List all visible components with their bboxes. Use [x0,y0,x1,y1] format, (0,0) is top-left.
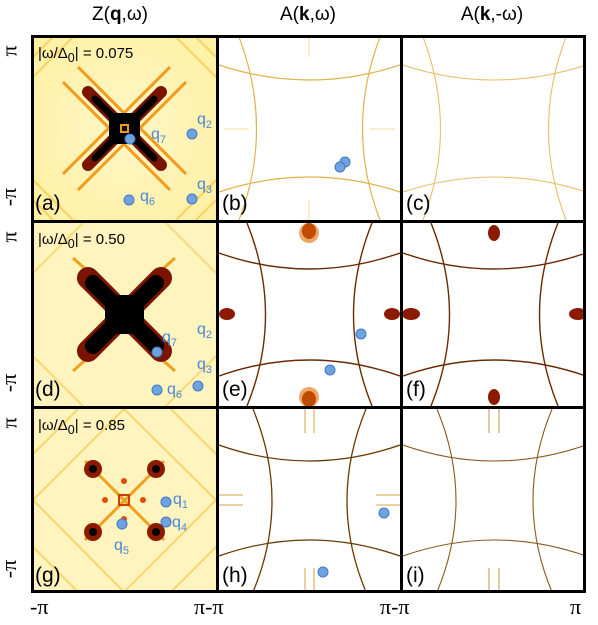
panel-d-z-map [33,223,216,406]
axis-negpi-row2: -π [0,373,22,393]
omega-label-row3: |ω/Δ0| = 0.85 [38,417,125,437]
q-label-d-q6: q6 [167,381,183,402]
panel-f-spectral [403,223,586,406]
divider-h1 [31,220,586,223]
axis-bottom-mid1: π-π [194,594,224,619]
panel-label-a: (a) [35,192,61,215]
q-dot-d-q3 [192,380,204,392]
q-dot-a-q6 [123,194,135,206]
axis-negpi-row1: -π [0,187,22,207]
divider-v1 [216,35,219,593]
panel-label-g: (g) [35,564,61,587]
k-dot-e-2 [324,364,336,376]
axis-pi-row2: π [0,231,23,242]
k-dot-h-1 [378,507,390,519]
column-title-a-minus: A(k,-ω) [460,4,524,25]
q-label-d-q2: q2 [197,321,213,342]
q-dot-g-q4 [160,516,172,528]
q-label-a-q3: q3 [197,176,213,197]
q-label-d-q7: q7 [162,329,178,350]
q-label-a-q2: q2 [197,111,213,132]
q-dot-g-q5 [116,518,128,530]
panel-i-spectral [403,409,586,592]
column-title-z: Z(q,ω) [92,4,148,25]
omega-label-row2: |ω/Δ0| = 0.50 [38,231,125,251]
axis-pi-row3: π [0,417,23,428]
q-label-g-q5: q5 [114,537,130,558]
axis-bottom-right: π [570,594,582,619]
divider-h2 [31,406,586,409]
panel-e-spectral [219,223,400,406]
panel-label-e: (e) [222,378,248,401]
panel-label-d: (d) [35,378,61,401]
q-label-g-q1: q1 [173,491,189,512]
q-dot-a-q2 [186,128,198,140]
axis-pi-row1: π [0,45,23,56]
q-dot-d-q6 [151,384,163,396]
panel-a-z-map [33,37,216,220]
axis-bottom-mid2: π-π [380,594,410,619]
q-dot-d-q7 [151,346,163,358]
k-dot-h-2 [317,566,329,578]
axis-negpi-row3: -π [0,559,22,579]
column-title-a-plus: A(k,ω) [279,4,337,25]
panel-label-b: (b) [222,192,248,215]
q-label-a-q6: q6 [140,188,156,209]
q-dot-a-q3 [186,193,198,205]
q-dot-g-q1 [160,496,172,508]
divider-v2 [400,35,403,593]
k-dot-e-1 [355,328,367,340]
panel-label-i: (i) [406,564,425,587]
panel-c-spectral [403,37,586,220]
k-dot-b-2 [334,161,346,173]
panel-b-spectral [219,37,400,220]
axis-bottom-left: -π [30,594,49,619]
q-dot-a-q7 [124,133,136,145]
panel-label-h: (h) [222,564,248,587]
omega-label-row1: |ω/Δ0| = 0.075 [38,45,134,65]
panel-g-z-map [33,409,216,592]
q-label-g-q4: q4 [172,514,188,535]
panel-label-c: (c) [406,192,431,215]
q-label-d-q3: q3 [197,356,213,377]
q-label-a-q7: q7 [151,126,167,147]
panel-h-spectral [219,409,400,592]
panel-label-f: (f) [406,378,426,401]
